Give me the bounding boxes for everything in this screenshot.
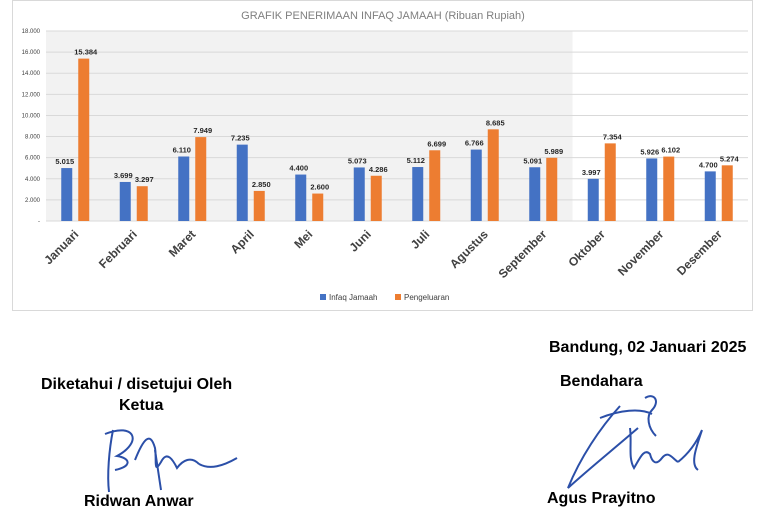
bar-infaq (236, 144, 248, 221)
data-label: 4.400 (289, 164, 308, 173)
data-label: 6.110 (173, 146, 191, 155)
bar-pengeluaran (663, 156, 675, 221)
y-tick-label: 12.000 (22, 92, 41, 98)
x-tick-label: Oktober (565, 227, 608, 270)
y-tick-label: 6.000 (25, 156, 41, 162)
bar-infaq (529, 167, 541, 221)
y-tick-label: 4.000 (25, 177, 41, 183)
y-tick-label: 16.000 (22, 50, 41, 56)
bar-infaq (119, 181, 131, 221)
left-signer-title: Diketahui / disetujui Oleh (41, 376, 233, 393)
bar-infaq (295, 174, 307, 221)
bar-infaq (61, 168, 73, 221)
x-tick-label: Januari (41, 227, 81, 267)
data-label: 5.091 (523, 156, 542, 165)
x-tick-label: April (228, 227, 257, 256)
bar-infaq (587, 178, 599, 221)
bar-infaq (412, 167, 424, 221)
y-tick-label: 2.000 (25, 198, 41, 204)
right-signature-icon (567, 395, 703, 489)
data-label: 5.073 (348, 156, 367, 165)
bar-pengeluaran (546, 157, 558, 221)
x-tick-label: Juli (408, 227, 433, 252)
bar-pengeluaran (370, 175, 382, 221)
bar-chart: 18.000 16.000 14.000 12.000 10.000 8.000 6.000… (22, 10, 748, 302)
y-tick-label: 18.000 (22, 29, 41, 35)
data-label: 5.112 (407, 156, 425, 165)
legend-label: Infaq Jamaah (329, 293, 377, 302)
plot-shade (46, 31, 573, 221)
x-tick-label: Agustus (447, 227, 491, 271)
x-tick-label: Maret (166, 227, 199, 260)
data-label: 2.600 (310, 183, 329, 192)
bar-pengeluaran (721, 165, 733, 221)
left-signer-name: Ridwan Anwar (84, 493, 194, 510)
data-label: 3.297 (135, 175, 154, 184)
left-signature-icon (104, 429, 238, 493)
bar-infaq (178, 156, 190, 221)
x-tick-label: Juni (347, 227, 374, 254)
data-label: 5.015 (55, 157, 74, 166)
data-label: 15.384 (74, 48, 98, 57)
x-tick-label: Mei (291, 227, 315, 251)
bar-pengeluaran (312, 193, 324, 221)
y-tick-label: 14.000 (22, 71, 41, 77)
data-label: 8.685 (486, 118, 505, 127)
place-date: Bandung, 02 Januari 2025 (549, 339, 747, 356)
x-tick-label: Desember (674, 227, 725, 278)
bar-pengeluaran (136, 186, 148, 221)
y-tick-label: - (38, 219, 40, 225)
data-label: 4.700 (699, 160, 718, 169)
data-label: 6.699 (427, 139, 446, 148)
data-label: 5.274 (720, 154, 740, 163)
right-signer-title: Bendahara (560, 373, 643, 390)
data-label: 4.286 (369, 165, 388, 174)
legend-swatch (395, 294, 401, 300)
bar-pengeluaran (487, 129, 499, 221)
bar-pengeluaran (78, 58, 90, 221)
data-label: 3.699 (114, 171, 133, 180)
bar-infaq (646, 158, 658, 221)
data-label: 6.766 (465, 139, 484, 148)
data-label: 7.235 (231, 134, 250, 143)
right-signer-name: Agus Prayitno (547, 490, 656, 507)
data-label: 5.989 (544, 147, 563, 156)
bar-pengeluaran (195, 137, 207, 221)
data-label: 6.102 (661, 146, 680, 155)
x-tick-label: November (615, 227, 667, 279)
x-tick-label: Februari (96, 227, 140, 271)
bar-pengeluaran (429, 150, 441, 221)
data-label: 2.850 (252, 180, 271, 189)
legend-label: Pengeluaran (404, 293, 449, 302)
bar-infaq (470, 149, 482, 221)
chart-title: GRAFIK PENERIMAAN INFAQ JAMAAH (Ribuan R… (241, 10, 525, 22)
bar-pengeluaran (253, 190, 265, 221)
bar-infaq (353, 167, 365, 221)
y-tick-label: 10.000 (22, 113, 41, 119)
data-label: 5.926 (640, 147, 659, 156)
bar-pengeluaran (604, 143, 616, 221)
chart-container: 18.000 16.000 14.000 12.000 10.000 8.000 6.000… (12, 0, 753, 311)
data-label: 7.949 (193, 126, 212, 135)
bar-infaq (704, 171, 716, 221)
x-tick-label: September (496, 227, 550, 281)
legend-swatch (320, 294, 326, 300)
data-label: 3.997 (582, 168, 601, 177)
left-signer-role: Ketua (119, 397, 164, 414)
y-tick-label: 8.000 (25, 135, 41, 141)
data-label: 7.354 (603, 132, 623, 141)
